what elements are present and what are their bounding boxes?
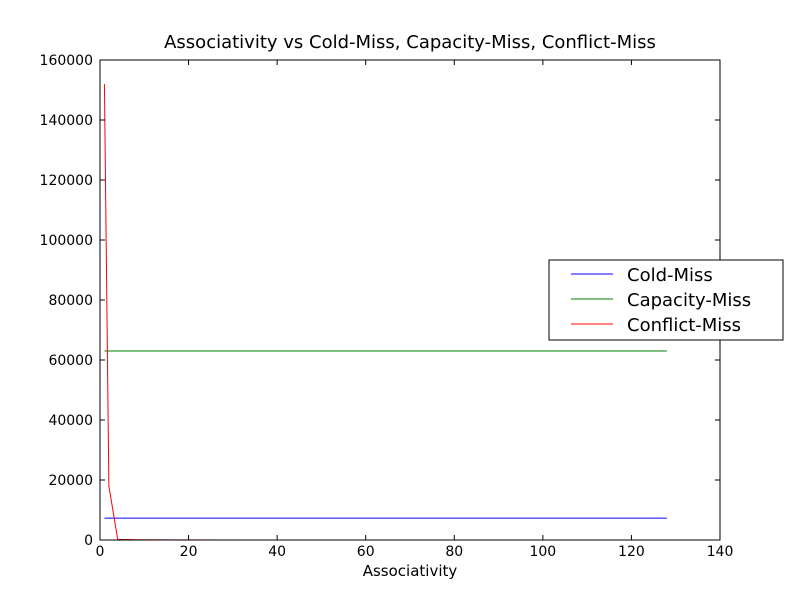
x-axis: 0 20 40 60 80 100 120 140: [96, 60, 734, 560]
x-tick-label: 120: [618, 544, 645, 560]
x-tick-label: 100: [529, 544, 556, 560]
y-tick-label: 140000: [40, 113, 93, 129]
y-axis: 0 20000 40000 60000 80000 100000 120000 140000 1…: [40, 53, 720, 549]
x-tick-label: 60: [357, 544, 375, 560]
legend-frame: [548, 259, 784, 341]
y-tick-label: 20000: [48, 473, 93, 489]
y-tick-label: 40000: [48, 413, 93, 429]
y-tick-label: 120000: [40, 173, 93, 189]
legend-label-2: Conflict-Miss: [627, 315, 741, 336]
x-tick-label: 140: [707, 544, 734, 560]
y-tick-label: 0: [84, 533, 93, 549]
chart-title: Associativity vs Cold-Miss, Capacity-Mis…: [164, 32, 656, 53]
legend-label-1: Capacity-Miss: [627, 290, 751, 311]
x-tick-label: 0: [96, 544, 105, 560]
y-tick-label: 100000: [40, 233, 93, 249]
y-tick-label: 80000: [48, 293, 93, 309]
x-axis-label: Associativity: [363, 562, 458, 580]
x-tick-label: 80: [445, 544, 463, 560]
legend: Cold-Miss Capacity-Miss Conflict-Miss: [548, 259, 784, 341]
y-tick-label: 60000: [48, 353, 93, 369]
x-tick-label: 20: [180, 544, 198, 560]
y-tick-label: 160000: [40, 53, 93, 69]
x-tick-label: 40: [268, 544, 286, 560]
legend-label-0: Cold-Miss: [627, 265, 713, 286]
